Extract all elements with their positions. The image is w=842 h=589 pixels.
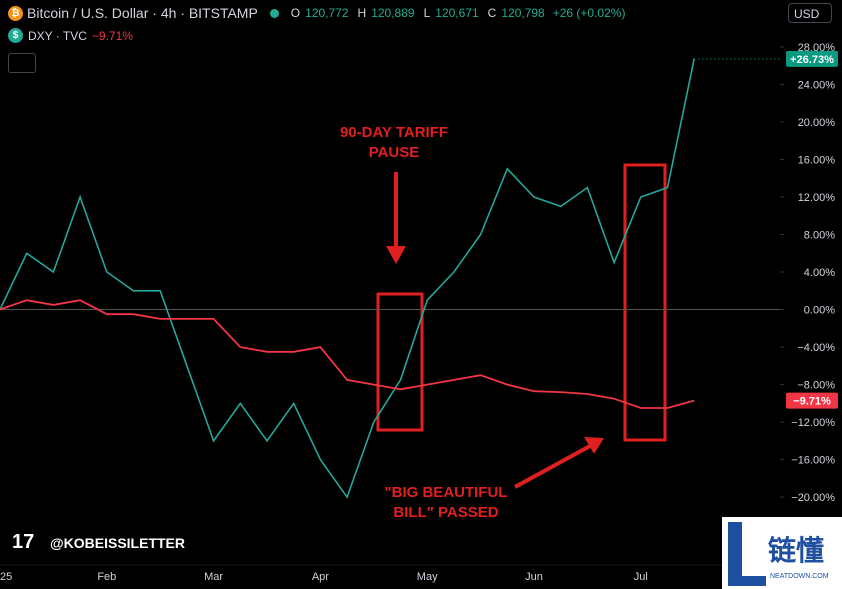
compare-symbol: DXY · TVC <box>28 28 87 43</box>
ohlc-value: 120,671 <box>435 6 479 20</box>
y-tick-label: −12.00% <box>791 417 835 429</box>
change: +26 (+0.02%) <box>552 6 626 20</box>
y-tick-label: 0.00% <box>804 305 835 317</box>
x-tick-label: Mar <box>204 571 223 583</box>
x-tick-label: Feb <box>97 571 116 583</box>
highlight-box <box>623 163 667 442</box>
y-tick-label: 12.00% <box>798 192 836 204</box>
annotation: PAUSE <box>369 144 420 161</box>
symbol: Bitcoin / U.S. Dollar · 4h · BITSTAMP <box>27 5 258 21</box>
tv-logo: 17 <box>12 531 34 553</box>
y-tick-label: −20.00% <box>791 492 835 504</box>
annotation: 90-DAY TARIFF <box>340 124 448 141</box>
price-tag-label: −9.71% <box>793 396 831 408</box>
annotation: BILL" PASSED <box>393 504 498 521</box>
price-tag-label: +26.73% <box>790 54 834 66</box>
y-tick-label: 4.00% <box>804 267 835 279</box>
btc-icon: ₿ <box>8 5 23 21</box>
x-tick-label: 2025 <box>0 571 12 583</box>
x-tick-label: Jul <box>634 571 648 583</box>
highlight-box <box>376 292 424 432</box>
arrow-head <box>584 437 604 454</box>
ohlc-key: O <box>290 6 301 20</box>
price-tag <box>786 50 838 67</box>
currency-button[interactable]: USD <box>788 3 832 23</box>
legend-compare: $ DXY · TVC −9.71% <box>8 28 133 43</box>
arrow <box>514 444 591 489</box>
watermark-logo <box>728 522 766 586</box>
ohlc-value: 120,798 <box>501 6 545 20</box>
y-tick-label: −4.00% <box>797 342 835 354</box>
compare-change: −9.71% <box>91 28 133 43</box>
arrow-head <box>386 246 406 264</box>
y-tick-label: 8.00% <box>804 230 835 242</box>
ohlc-key: L <box>423 6 431 20</box>
x-tick-label: Apr <box>312 571 329 583</box>
x-tick-label: Jun <box>525 571 543 583</box>
y-tick-label: 24.00% <box>798 79 836 91</box>
dxy-icon: $ <box>8 28 23 43</box>
ohlc-key: H <box>357 6 367 20</box>
watermark-sub: NEATDOWN.COM <box>770 573 829 580</box>
ohlc-value: 120,889 <box>371 6 415 20</box>
x-tick-label: May <box>417 571 438 583</box>
collapse-button[interactable] <box>8 53 36 73</box>
y-tick-label: 20.00% <box>798 117 836 129</box>
handle: @KOBEISSILETTER <box>50 535 185 551</box>
legend-main: ₿ Bitcoin / U.S. Dollar · 4h · BITSTAMP … <box>8 5 625 21</box>
ohlc: O 120,772 H 120,889 L 120,671 C 120,798 <box>291 6 549 20</box>
series-line <box>0 299 695 409</box>
watermark-text: 链懂 <box>768 535 824 566</box>
y-tick-label: −16.00% <box>791 455 835 467</box>
price-tag <box>786 392 838 409</box>
status-dot <box>269 8 279 18</box>
y-tick-label: 16.00% <box>798 154 836 166</box>
series-line <box>0 58 695 499</box>
ohlc-key: C <box>487 6 497 20</box>
annotation: "BIG BEAUTIFUL <box>385 484 508 501</box>
y-tick-label: −8.00% <box>797 380 835 392</box>
ohlc-value: 120,772 <box>305 6 349 20</box>
